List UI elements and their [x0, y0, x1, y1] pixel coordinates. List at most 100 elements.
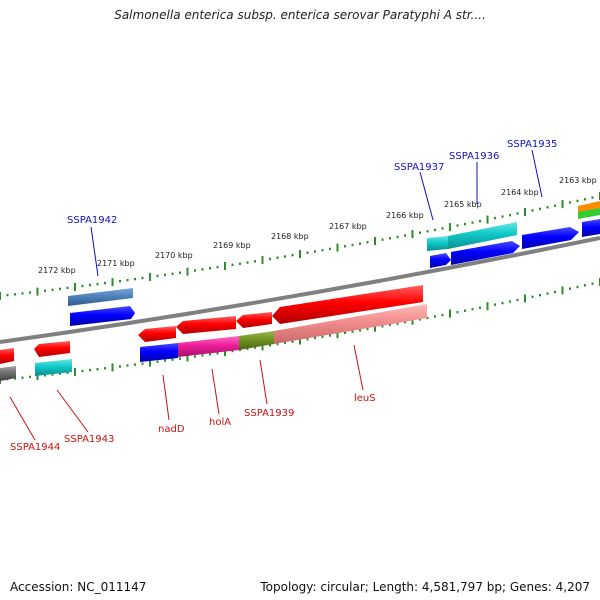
gene-arrow[interactable]: [138, 326, 176, 342]
gene-arrow[interactable]: [272, 285, 423, 324]
ruler-minor-tick: [216, 265, 219, 269]
ruler-minor-tick: [194, 355, 196, 358]
ruler-minor-tick: [351, 330, 354, 333]
ruler-minor-tick: [119, 365, 121, 368]
ruler-major-tick: [149, 273, 151, 281]
gene-arrow[interactable]: [522, 227, 579, 249]
ruler-minor-tick: [396, 235, 399, 239]
ruler-minor-tick: [96, 368, 99, 371]
ruler-minor-tick: [126, 278, 129, 282]
ruler-minor-tick: [29, 291, 31, 294]
kbp-label: 2172 kbp: [38, 266, 76, 275]
ruler-minor-tick: [44, 289, 46, 292]
gene-arrow[interactable]: [176, 316, 236, 334]
ruler-major-tick: [524, 294, 526, 303]
gene-arrow[interactable]: [578, 201, 600, 213]
ruler-minor-tick: [441, 313, 444, 317]
gene-arrow[interactable]: [178, 336, 239, 357]
ruler-minor-tick: [66, 371, 69, 374]
ruler-minor-tick: [539, 207, 541, 211]
ruler-minor-tick: [119, 279, 121, 283]
ruler-minor-tick: [501, 301, 504, 305]
ruler-minor-tick: [59, 372, 61, 375]
gene-arrow[interactable]: [68, 288, 133, 306]
ruler-minor-tick: [156, 360, 159, 363]
ruler-major-tick: [149, 358, 151, 367]
gene-arrow[interactable]: [140, 343, 178, 362]
ruler-minor-tick: [419, 231, 421, 234]
ruler-minor-tick: [179, 271, 181, 274]
ruler-major-tick: [336, 243, 339, 252]
gene-arrow[interactable]: [35, 359, 72, 376]
ruler-minor-tick: [576, 285, 579, 289]
gene-arrow[interactable]: [239, 331, 274, 350]
gene-arrow[interactable]: [448, 222, 517, 249]
ruler-minor-tick: [554, 204, 556, 207]
gene-arrow[interactable]: [427, 236, 448, 251]
ruler-minor-tick: [539, 294, 541, 297]
gene-label-leus[interactable]: leuS: [354, 393, 376, 404]
gene-label-sspa1937[interactable]: SSPA1937: [394, 162, 444, 173]
ruler-minor-tick: [51, 288, 54, 291]
ruler-minor-tick: [89, 368, 91, 372]
ruler-minor-tick: [314, 250, 316, 253]
ruler-major-tick: [561, 200, 564, 209]
gene-label-sspa1943[interactable]: SSPA1943: [64, 434, 114, 445]
ruler-minor-tick: [164, 273, 166, 277]
forward-gene-labels: SSPA1942 SSPA1937 SSPA1936 SSPA1935: [67, 139, 557, 226]
ruler-minor-tick: [591, 196, 594, 199]
ruler-major-tick: [261, 256, 264, 265]
gene-arrow[interactable]: [0, 348, 14, 364]
ruler-minor-tick: [501, 215, 504, 218]
ruler-major-tick: [561, 286, 564, 295]
gene-arrow[interactable]: [0, 366, 16, 381]
gene-label-hola[interactable]: holA: [209, 417, 231, 428]
ruler-minor-tick: [179, 357, 181, 360]
gene-label-sspa1935[interactable]: SSPA1935: [507, 139, 557, 150]
gene-label-sspa1939[interactable]: SSPA1939: [244, 408, 294, 419]
gene-arrow[interactable]: [578, 208, 600, 219]
ruler-minor-tick: [344, 331, 346, 335]
kbp-label: 2168 kbp: [271, 232, 309, 241]
ruler-minor-tick: [276, 342, 279, 346]
ruler-major-tick: [299, 250, 301, 258]
ruler-minor-tick: [471, 308, 474, 311]
ruler-minor-tick: [569, 287, 571, 290]
gene-arrow[interactable]: [34, 341, 70, 357]
ruler-minor-tick: [389, 237, 391, 240]
ruler-minor-tick: [209, 267, 211, 270]
gene-arrow[interactable]: [582, 219, 600, 237]
ruler-minor-tick: [344, 245, 346, 248]
ruler-minor-tick: [254, 346, 256, 349]
gene-arrow[interactable]: [236, 312, 272, 328]
ruler-minor-tick: [291, 254, 294, 257]
ruler-major-tick: [0, 292, 1, 300]
gene-arrow[interactable]: [430, 253, 451, 268]
gene-label-sspa1944[interactable]: SSPA1944: [10, 442, 60, 453]
gene-arrow[interactable]: [70, 306, 135, 326]
ruler-minor-tick: [276, 256, 279, 259]
ruler-minor-tick: [419, 318, 421, 321]
gene-arrow[interactable]: [451, 241, 520, 265]
ruler-minor-tick: [156, 274, 159, 278]
ruler-minor-tick: [314, 336, 316, 340]
gene-arrow[interactable]: [274, 304, 427, 344]
ruler-minor-tick: [516, 212, 519, 215]
gene-label-sspa1936[interactable]: SSPA1936: [449, 151, 499, 162]
ruler-minor-tick: [321, 249, 324, 252]
ruler-minor-tick: [239, 348, 241, 352]
ruler-minor-tick: [164, 359, 166, 362]
ruler-minor-tick: [81, 284, 84, 288]
ruler-minor-tick: [329, 247, 331, 251]
ruler-minor-tick: [576, 199, 579, 203]
ruler-minor-tick: [389, 323, 391, 327]
ruler-minor-tick: [359, 329, 361, 332]
kbp-label: 2167 kbp: [329, 222, 367, 231]
gene-label-sspa1942[interactable]: SSPA1942: [67, 215, 117, 226]
forward-ruler: [0, 192, 600, 300]
ruler-minor-tick: [434, 228, 436, 232]
ruler-minor-tick: [246, 261, 249, 264]
ruler-minor-tick: [464, 222, 466, 226]
ruler-minor-tick: [194, 269, 196, 272]
gene-label-nadd[interactable]: nadD: [158, 424, 185, 435]
